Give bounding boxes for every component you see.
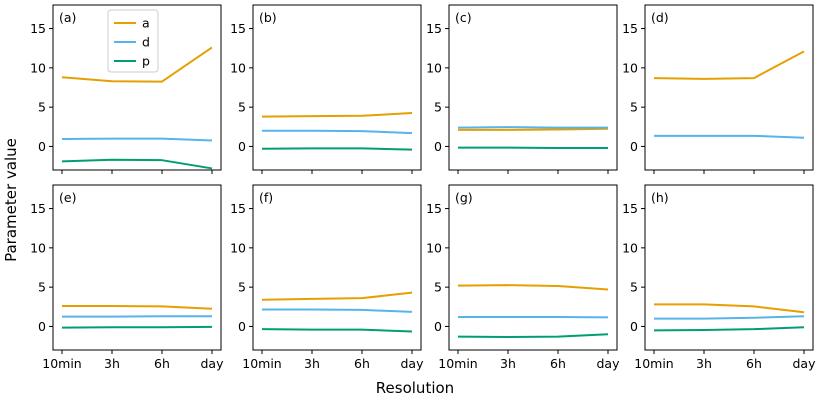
y-tick-label-c: 10: [426, 60, 442, 75]
series-line-a-c: [458, 127, 609, 131]
y-tick-label-g: 5: [434, 280, 442, 295]
panel-label-d: (d): [651, 10, 669, 25]
y-tick-label-h: 5: [630, 280, 638, 295]
series-line-p-a: [61, 158, 213, 170]
y-tick-label-h: 10: [622, 240, 638, 255]
series-line-a-a: [61, 46, 213, 83]
y-tick-label-d: 15: [622, 21, 638, 36]
y-axis-title: Parameter value: [2, 138, 20, 262]
panel-b: 0 5 10 15 (b): [230, 4, 422, 174]
y-tick-label-a: 5: [38, 100, 46, 115]
y-tick-label-g: 0: [434, 319, 442, 334]
series-line-d-h: [654, 315, 805, 320]
panel-label-b: (b): [259, 10, 277, 25]
panels-group: 0 5 10 15 (a) 0 5 10 15 (b) 0 5 10 15 (c) 0 5 10 15 (d) 0 5 10…: [30, 4, 817, 371]
plot-frame-b: [252, 4, 422, 171]
series-line-p-f: [261, 328, 413, 333]
panel-label-c: (c): [455, 10, 472, 25]
legend-label-a: a: [142, 16, 150, 31]
x-tick-label-h: 3h: [696, 356, 712, 371]
series-line-d-b: [262, 129, 413, 135]
y-tick-label-b: 0: [238, 139, 246, 154]
panel-label-g: (g): [455, 190, 473, 205]
x-tick-label-g: 6h: [550, 356, 566, 371]
plot-frame-g: [448, 184, 618, 351]
series-line-d-f: [262, 308, 413, 313]
panel-g: 0 5 10 15 10min 3h 6h day (g): [426, 184, 621, 371]
series-line-d-a: [61, 137, 213, 142]
plot-frame-c: [448, 4, 618, 171]
y-tick-label-b: 15: [230, 21, 246, 36]
x-tick-label-e: 6h: [154, 356, 170, 371]
y-tick-label-d: 0: [630, 139, 638, 154]
y-tick-label-e: 10: [30, 240, 46, 255]
x-tick-label-f: 3h: [304, 356, 320, 371]
plot-frame-e: [52, 184, 222, 351]
x-tick-label-h: day: [793, 356, 817, 371]
y-tick-label-e: 15: [30, 201, 46, 216]
y-tick-label-h: 0: [630, 319, 638, 334]
y-tick-label-d: 5: [630, 100, 638, 115]
series-line-a-g: [457, 284, 609, 291]
y-tick-label-a: 0: [38, 139, 46, 154]
plot-frame-a: [52, 4, 222, 171]
legend: adp: [107, 9, 159, 73]
x-tick-label-f: day: [401, 356, 425, 371]
x-tick-label-e: 3h: [104, 356, 120, 371]
panel-h: 0 5 10 15 10min 3h 6h day (h): [622, 184, 817, 371]
panel-label-h: (h): [651, 190, 669, 205]
panel-f: 0 5 10 15 10min 3h 6h day (f): [230, 184, 425, 371]
y-tick-label-b: 10: [230, 60, 246, 75]
y-tick-label-c: 0: [434, 139, 442, 154]
x-tick-label-g: 10min: [438, 356, 477, 371]
x-tick-label-f: 6h: [354, 356, 370, 371]
x-tick-label-h: 6h: [746, 356, 762, 371]
x-tick-label-e: 10min: [42, 356, 81, 371]
plot-frame-f: [252, 184, 422, 351]
series-line-p-b: [261, 147, 413, 151]
panel-label-f: (f): [259, 190, 273, 205]
panel-a: 0 5 10 15 (a): [30, 4, 222, 174]
x-tick-label-g: day: [597, 356, 621, 371]
y-tick-label-f: 10: [230, 240, 246, 255]
panel-label-a: (a): [59, 10, 76, 25]
y-tick-label-f: 0: [238, 319, 246, 334]
y-tick-label-d: 10: [622, 60, 638, 75]
y-tick-label-h: 15: [622, 201, 638, 216]
y-tick-label-g: 10: [426, 240, 442, 255]
series-line-a-b: [261, 112, 413, 118]
x-axis-title: Resolution: [376, 379, 454, 397]
y-tick-label-a: 10: [30, 60, 46, 75]
y-tick-label-g: 15: [426, 201, 442, 216]
y-tick-label-b: 5: [238, 100, 246, 115]
series-line-a-d: [653, 50, 805, 80]
plot-frame-d: [644, 4, 814, 171]
legend-label-p: p: [142, 54, 150, 69]
series-line-a-f: [261, 291, 413, 301]
panel-d: 0 5 10 15 (d): [622, 4, 814, 174]
panel-c: 0 5 10 15 (c): [426, 4, 618, 174]
x-tick-label-h: 10min: [634, 356, 673, 371]
panel-e: 0 5 10 15 10min 3h 6h day (e): [30, 184, 225, 371]
y-tick-label-c: 15: [426, 21, 442, 36]
series-line-p-e: [61, 325, 213, 329]
y-tick-label-f: 15: [230, 201, 246, 216]
series-line-p-g: [457, 333, 609, 339]
series-line-a-e: [62, 305, 213, 310]
x-tick-label-f: 10min: [242, 356, 281, 371]
panel-label-e: (e): [59, 190, 76, 205]
x-tick-label-g: 3h: [500, 356, 516, 371]
legend-label-d: d: [142, 35, 150, 50]
series-line-a-h: [654, 303, 805, 314]
x-tick-label-e: day: [201, 356, 225, 371]
y-tick-label-f: 5: [238, 280, 246, 295]
y-tick-label-e: 5: [38, 280, 46, 295]
plot-frame-h: [644, 184, 814, 351]
series-line-d-d: [654, 134, 805, 139]
y-tick-label-a: 15: [30, 21, 46, 36]
y-tick-label-e: 0: [38, 319, 46, 334]
y-tick-label-c: 5: [434, 100, 442, 115]
series-line-p-h: [653, 326, 805, 332]
